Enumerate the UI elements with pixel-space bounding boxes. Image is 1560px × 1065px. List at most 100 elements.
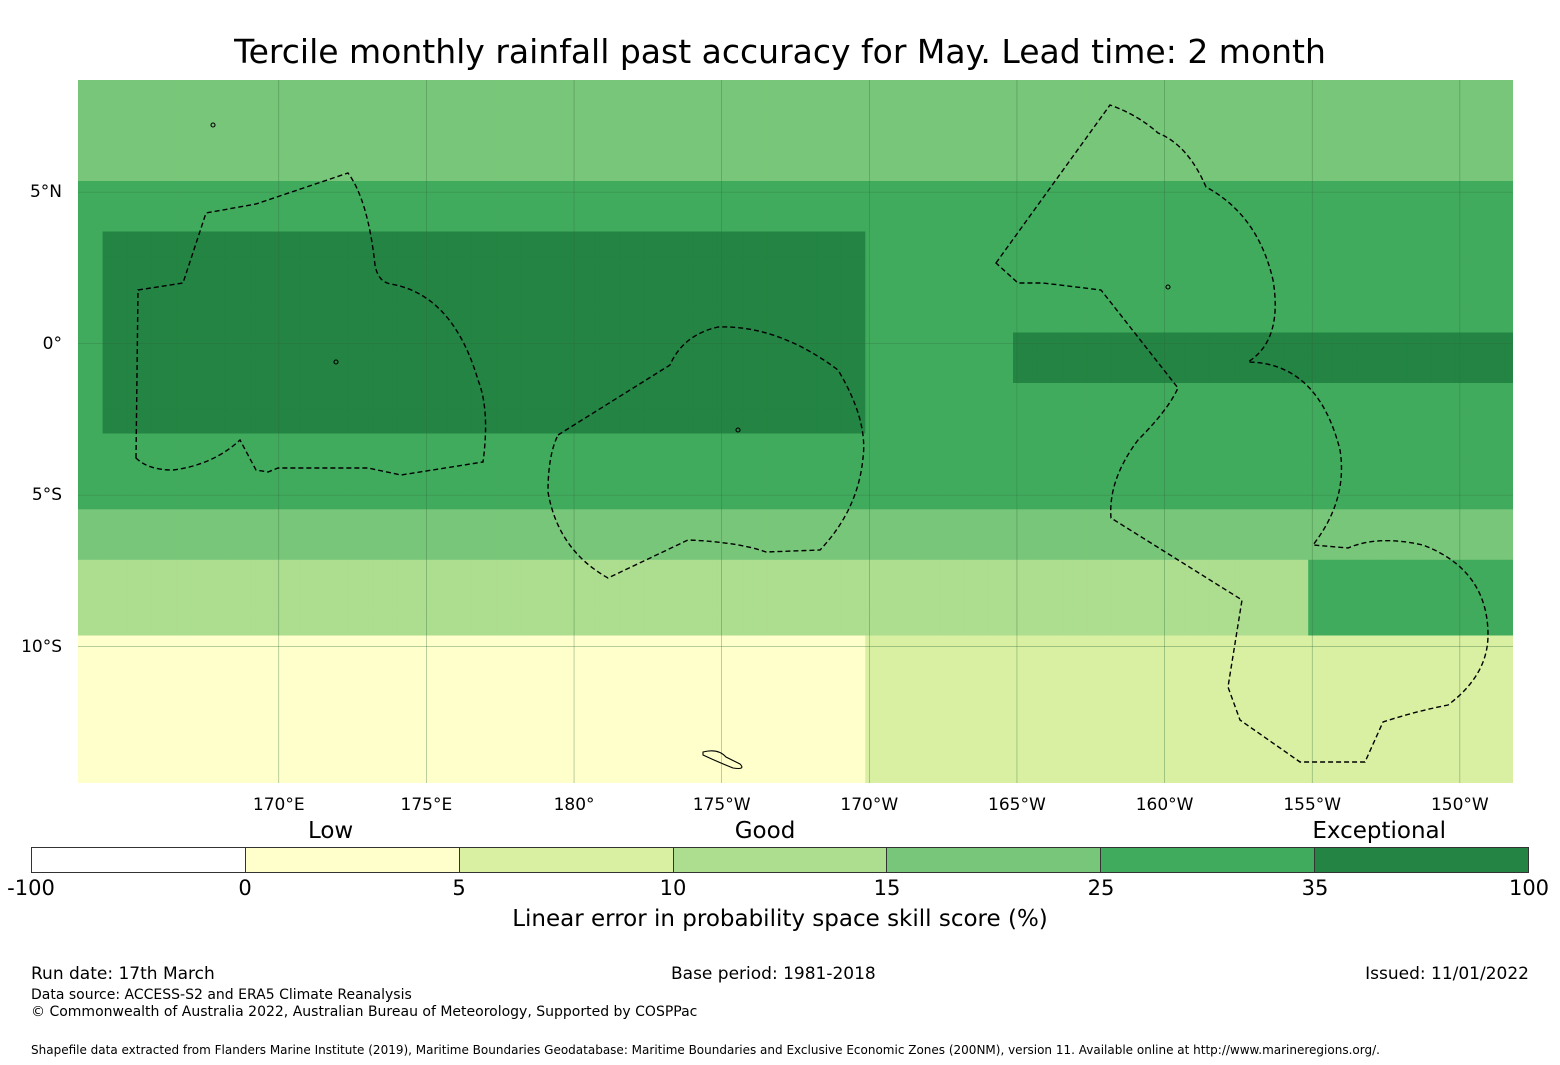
skill-cell — [299, 282, 325, 308]
skill-cell — [668, 307, 694, 334]
skill-cell — [1357, 357, 1383, 384]
skill-cell — [1382, 383, 1408, 409]
skill-cell — [742, 559, 768, 586]
skill-cell — [668, 332, 694, 359]
skill-cell — [127, 383, 153, 409]
skill-cell — [693, 458, 719, 485]
skill-cell — [1406, 660, 1432, 687]
skill-cell — [1086, 105, 1112, 132]
skill-cell — [1062, 559, 1088, 586]
skill-cell — [1037, 231, 1063, 258]
skill-cell — [1480, 357, 1506, 384]
skill-cell — [1136, 130, 1162, 157]
skill-cell — [127, 736, 153, 763]
longitude-label: 170°W — [840, 795, 899, 815]
skill-cell — [225, 433, 251, 460]
skill-cell — [643, 585, 670, 611]
skill-cell — [176, 484, 202, 510]
skill-cell — [1259, 761, 1285, 783]
skill-cell — [78, 736, 104, 763]
skill-cell — [1283, 534, 1309, 561]
skill-cell — [176, 711, 202, 738]
skill-cell — [939, 181, 965, 207]
skill-cell — [988, 181, 1014, 207]
skill-cell — [1357, 433, 1383, 460]
skill-cell — [176, 559, 202, 586]
skill-cell — [1505, 206, 1513, 233]
skill-cell — [1185, 458, 1211, 485]
skill-cell — [963, 433, 989, 460]
skill-cell — [225, 181, 251, 207]
skill-cell — [914, 736, 940, 763]
skill-cell — [447, 433, 473, 460]
skill-cell — [1431, 484, 1457, 510]
skill-cell — [816, 761, 842, 783]
skill-cell — [1062, 635, 1088, 662]
skill-cell — [78, 686, 104, 712]
skill-cell — [988, 660, 1014, 687]
skill-cell — [914, 761, 940, 783]
skill-cell — [348, 383, 374, 409]
skill-cell — [1086, 80, 1112, 106]
skill-cell — [914, 585, 940, 611]
skill-cell — [619, 181, 645, 207]
skill-cell — [1332, 585, 1358, 611]
skill-cell — [545, 711, 571, 738]
skill-cell — [1505, 408, 1513, 435]
skill-cell — [840, 534, 866, 561]
skill-cell — [1062, 433, 1088, 460]
skill-cell — [988, 559, 1014, 586]
skill-cell — [496, 484, 522, 510]
skill-cell — [545, 130, 571, 157]
skill-cell — [914, 282, 940, 308]
skill-cell — [988, 761, 1014, 783]
skill-cell — [766, 408, 793, 435]
skill-cell — [447, 711, 473, 738]
skill-cell — [643, 458, 670, 485]
skill-cell — [1136, 307, 1162, 334]
run-date: Run date: 17th March — [31, 964, 215, 984]
skill-cell — [594, 585, 620, 611]
skill-cell — [816, 711, 842, 738]
skill-cell — [1111, 130, 1137, 157]
skill-cell — [766, 660, 793, 687]
skill-cell — [1185, 231, 1211, 258]
skill-cell — [102, 736, 128, 763]
island-samoa — [702, 750, 743, 770]
skill-cell — [939, 130, 965, 157]
skill-cell — [988, 206, 1014, 233]
skill-cell — [299, 155, 325, 182]
skill-cell — [324, 80, 350, 106]
skill-cell — [914, 408, 940, 435]
skill-cell — [742, 761, 768, 783]
skill-cell — [1332, 181, 1358, 207]
skill-cell — [1480, 509, 1506, 536]
skill-cell — [1111, 585, 1137, 611]
skill-cell — [816, 155, 842, 182]
skill-cell — [1259, 256, 1285, 283]
skill-cell — [643, 357, 670, 384]
skill-cell — [693, 130, 719, 157]
skill-cell — [250, 736, 276, 763]
skill-cell — [201, 736, 227, 763]
skill-cell — [668, 408, 694, 435]
skill-cell — [840, 736, 866, 763]
skill-cell — [1357, 484, 1383, 510]
skill-cell — [299, 635, 325, 662]
skill-cell — [78, 534, 104, 561]
skill-cell — [1505, 761, 1513, 783]
skill-cell — [643, 181, 670, 207]
skill-cell — [225, 130, 251, 157]
skill-cell — [1406, 105, 1432, 132]
skill-cell — [520, 686, 547, 712]
skill-cell — [1209, 585, 1235, 611]
skill-cell — [250, 686, 276, 712]
skill-cell — [348, 282, 374, 308]
skill-cell — [890, 585, 916, 611]
skill-cell — [1209, 484, 1235, 510]
shapefile-note: Shapefile data extracted from Flanders M… — [31, 1043, 1380, 1057]
skill-cell — [1037, 736, 1063, 763]
skill-cell — [619, 585, 645, 611]
skill-cell — [471, 332, 497, 359]
skill-cell — [1111, 206, 1137, 233]
